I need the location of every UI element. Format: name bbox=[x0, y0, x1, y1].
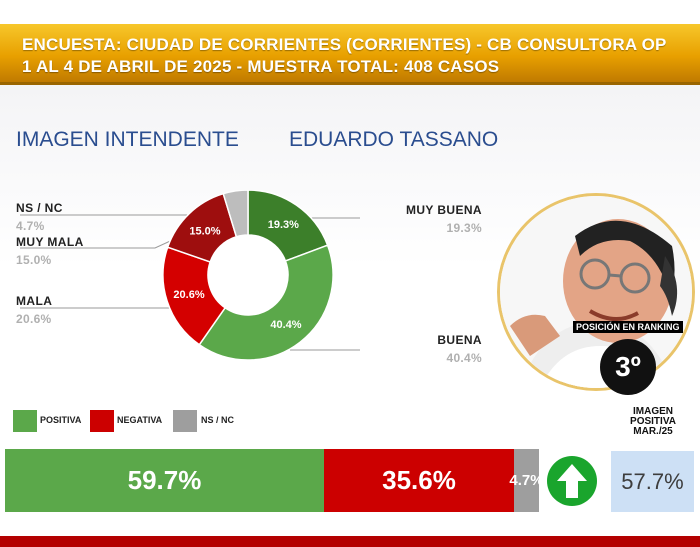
label-mala: MALA bbox=[16, 294, 53, 308]
bottom-stripe bbox=[0, 536, 700, 547]
survey-banner: ENCUESTA: CIUDAD DE CORRIENTES (CORRIENT… bbox=[0, 24, 700, 85]
banner-line-2: 1 AL 4 DE ABRIL DE 2025 - MUESTRA TOTAL:… bbox=[22, 57, 500, 76]
donut-value-label-buena: 40.4% bbox=[270, 319, 301, 331]
bar-positiva: 59.7% bbox=[5, 449, 324, 512]
previous-image-title: IMAGEN POSITIVA MAR./25 bbox=[603, 407, 700, 437]
bar-label-nsnc: 4.7% bbox=[509, 472, 544, 489]
label-muy-buena: MUY BUENA bbox=[405, 203, 482, 217]
bar-nsnc: 4.7% bbox=[509, 449, 544, 512]
donut-value-label-muy-mala: 15.0% bbox=[189, 225, 220, 237]
legend-swatch-positiva bbox=[13, 410, 37, 432]
heading-candidate-name: EDUARDO TASSANO bbox=[289, 128, 499, 151]
pct-ns-nc: 4.7% bbox=[16, 219, 45, 233]
previous-title-line-2: POSITIVA bbox=[630, 416, 676, 427]
legend-swatch-nsnc bbox=[173, 410, 197, 432]
legend-swatch-negativa bbox=[90, 410, 114, 432]
donut-hole bbox=[208, 235, 288, 315]
legend-label-nsnc: NS / NC bbox=[201, 415, 235, 425]
pct-muy-buena: 19.3% bbox=[446, 221, 482, 235]
legend-label-positiva: POSITIVA bbox=[40, 415, 82, 425]
bar-label-positiva: 59.7% bbox=[127, 465, 202, 495]
label-muy-mala: MUY MALA bbox=[16, 235, 84, 249]
previous-image-value: 57.7% bbox=[621, 468, 684, 494]
pct-buena: 40.4% bbox=[446, 351, 482, 365]
label-ns-nc: NS / NC bbox=[16, 201, 63, 215]
pct-mala: 20.6% bbox=[16, 312, 52, 326]
previous-image-value-box: 57.7% bbox=[611, 451, 694, 512]
bar-negativa: 35.6% bbox=[324, 449, 514, 512]
donut-value-label-muy-buena: 19.3% bbox=[268, 219, 299, 231]
legend-label-negativa: NEGATIVA bbox=[117, 415, 163, 425]
candidate-photo bbox=[497, 193, 695, 391]
heading-imagen-intendente: IMAGEN INTENDENTE bbox=[16, 128, 239, 151]
label-buena: BUENA bbox=[437, 333, 482, 347]
pct-muy-mala: 15.0% bbox=[16, 253, 52, 267]
ranking-label: POSICIÓN EN RANKING bbox=[573, 321, 683, 333]
donut-value-label-mala: 20.6% bbox=[173, 289, 204, 301]
portrait-illustration bbox=[500, 196, 692, 388]
image-donut-chart: 19.3% 40.4% 20.6% 15.0% bbox=[20, 190, 360, 361]
bar-label-negativa: 35.6% bbox=[382, 465, 456, 495]
top-frame bbox=[0, 0, 700, 24]
arrow-up-icon bbox=[547, 456, 597, 506]
previous-title-line-3: MAR./25 bbox=[633, 426, 673, 437]
ranking-value: 3º bbox=[615, 351, 641, 382]
previous-title-line-1: IMAGEN bbox=[633, 406, 673, 417]
banner-line-1: ENCUESTA: CIUDAD DE CORRIENTES (CORRIENT… bbox=[22, 35, 667, 54]
ranking-badge: 3º bbox=[600, 339, 656, 395]
